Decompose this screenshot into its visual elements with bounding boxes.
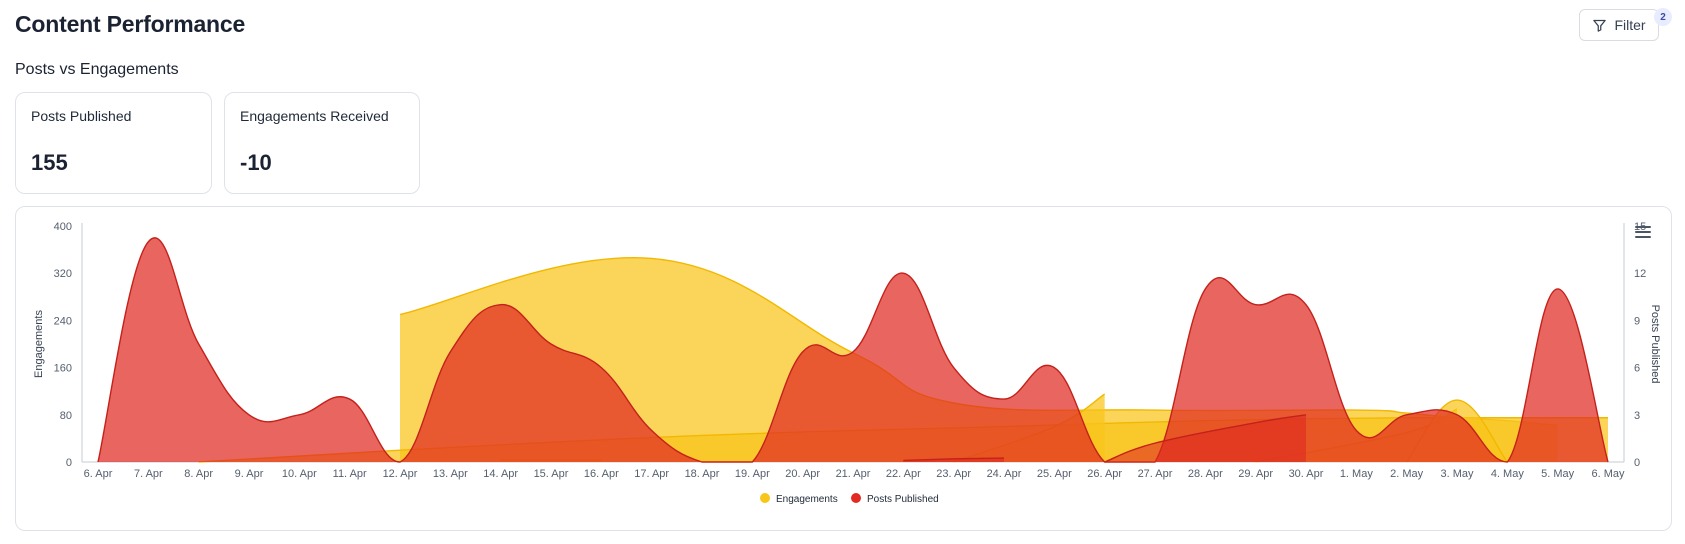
filter-icon (1593, 19, 1607, 32)
y2-tick-label: 12 (1634, 268, 1646, 280)
x-tick-label: 21. Apr (836, 468, 871, 480)
x-tick-label: 6. May (1591, 468, 1625, 480)
x-tick-label: 24. Apr (987, 468, 1022, 480)
y2-tick-label: 6 (1634, 363, 1640, 375)
posts-series-area (98, 237, 1608, 462)
posts-extra-series-1-line (903, 457, 1005, 462)
x-tick-label: 27. Apr (1138, 468, 1173, 480)
x-tick-label: 20. Apr (785, 468, 820, 480)
engagements-received-card: Engagements Received -10 (224, 92, 420, 194)
x-tick-label: 22. Apr (886, 468, 921, 480)
y2-axis-title: Posts Published (1649, 305, 1661, 384)
page-title: Content Performance (15, 11, 246, 37)
filter-button[interactable]: Filter (1579, 9, 1659, 41)
y2-tick-label: 9 (1634, 315, 1640, 327)
x-tick-label: 3. May (1440, 468, 1474, 480)
engagements-received-value: -10 (240, 150, 272, 175)
posts-extra-series-0-area (1104, 414, 1306, 462)
x-tick-label: 13. Apr (433, 468, 468, 480)
x-tick-label: 18. Apr (685, 468, 720, 480)
y2-tick-label: 3 (1634, 410, 1640, 422)
legend-engagements-marker (760, 493, 770, 503)
y-tick-label: 400 (54, 221, 72, 233)
y2-tick-label: 0 (1634, 457, 1640, 469)
x-tick-label: 2. May (1390, 468, 1424, 480)
x-tick-label: 12. Apr (383, 468, 418, 480)
posts-series-line (97, 237, 1609, 463)
y-tick-label: 0 (66, 457, 72, 469)
chart-menu-icon[interactable] (1635, 226, 1651, 240)
x-tick-label: 29. Apr (1238, 468, 1273, 480)
y-tick-label: 240 (54, 315, 72, 327)
y-axis-title: Engagements (33, 310, 45, 378)
posts-published-value: 155 (31, 150, 68, 175)
x-tick-label: 4. May (1491, 468, 1525, 480)
legend-posts-marker (851, 493, 861, 503)
posts-published-label: Posts Published (31, 108, 132, 124)
legend-engagements-label: Engagements (776, 494, 838, 505)
legend-posts-label: Posts Published (867, 494, 939, 505)
x-tick-label: 28. Apr (1188, 468, 1223, 480)
x-tick-label: 23. Apr (936, 468, 971, 480)
y-tick-label: 160 (54, 363, 72, 375)
x-tick-label: 15. Apr (534, 468, 569, 480)
x-tick-label: 19. Apr (735, 468, 770, 480)
x-tick-label: 10. Apr (282, 468, 317, 480)
x-tick-label: 11. Apr (333, 468, 367, 480)
posts-extra-series-0-line (1104, 414, 1307, 463)
x-tick-label: 6. Apr (84, 468, 113, 480)
section-title: Posts vs Engagements (15, 61, 179, 78)
y-tick-label: 320 (54, 268, 72, 280)
x-tick-label: 8. Apr (184, 468, 213, 480)
x-tick-label: 1. May (1340, 468, 1374, 480)
x-tick-label: 9. Apr (235, 468, 264, 480)
engagements-received-label: Engagements Received (240, 108, 389, 124)
x-tick-label: 26. Apr (1087, 468, 1122, 480)
x-tick-label: 7. Apr (134, 468, 163, 480)
x-tick-label: 17. Apr (634, 468, 669, 480)
x-tick-label: 14. Apr (483, 468, 518, 480)
filter-button-label: Filter (1614, 17, 1646, 33)
x-tick-label: 5. May (1541, 468, 1575, 480)
posts-published-card: Posts Published 155 (15, 92, 212, 194)
filter-count-badge: 2 (1654, 8, 1672, 26)
x-tick-label: 25. Apr (1037, 468, 1072, 480)
x-tick-label: 30. Apr (1289, 468, 1324, 480)
y-tick-label: 80 (60, 410, 72, 422)
x-tick-label: 16. Apr (584, 468, 619, 480)
